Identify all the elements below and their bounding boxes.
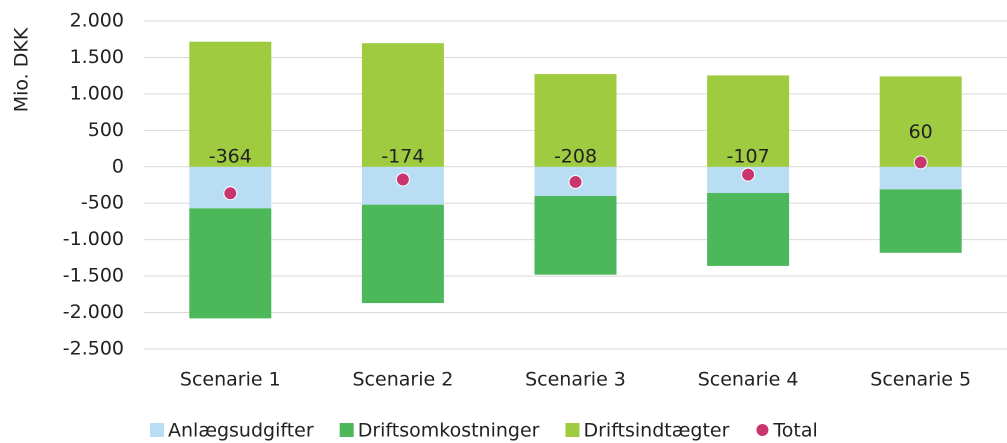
y-tick-label: -2.000 [63, 301, 124, 323]
y-tick-label: -500 [81, 192, 124, 214]
bar-segment [879, 166, 962, 190]
bar-segment [361, 204, 444, 304]
bar-segment [879, 76, 962, 167]
x-tick-label: Scenarie 3 [525, 369, 626, 391]
y-axis-label: Mio. DKK [11, 27, 33, 112]
y-tick-label: -1.000 [63, 228, 124, 250]
bar-segment [189, 208, 272, 319]
legend-swatch [150, 423, 164, 437]
bar-segment [189, 41, 272, 167]
y-tick-label: -2.500 [63, 338, 124, 360]
legend-marker [756, 424, 769, 436]
y-tick-label: 500 [88, 119, 124, 141]
legend-label: Anlægsudgifter [168, 420, 314, 442]
y-tick-label: -1.500 [63, 265, 124, 287]
x-tick-label: Scenarie 5 [870, 369, 971, 391]
y-tick-label: 1.000 [70, 82, 124, 104]
data-label: -107 [727, 145, 770, 167]
x-tick-label: Scenarie 2 [353, 369, 454, 391]
x-tick-label: Scenarie 1 [180, 369, 281, 391]
y-tick-label: 1.500 [70, 46, 124, 68]
total-point [568, 174, 583, 189]
bar-segment [707, 75, 790, 167]
data-label: 60 [909, 121, 933, 143]
legend-label: Driftsindtægter [583, 420, 729, 442]
legend-label: Driftsomkostninger [358, 420, 540, 442]
data-label: -208 [554, 145, 597, 167]
bar-segment [534, 74, 617, 167]
bar-segment [879, 189, 962, 253]
legend-swatch [565, 423, 580, 437]
x-tick-label: Scenarie 4 [698, 369, 799, 391]
data-label: -364 [209, 145, 252, 167]
legend-swatch [339, 423, 354, 437]
total-point [223, 186, 238, 201]
total-point [395, 172, 410, 187]
y-tick-label: 0 [112, 155, 124, 177]
total-point [913, 155, 928, 170]
data-label: -174 [381, 145, 424, 167]
bar-segment [534, 195, 617, 275]
total-point [741, 167, 756, 182]
y-tick-label: 2.000 [70, 10, 124, 32]
bar-segment [361, 43, 444, 167]
legend-label: Total [772, 420, 817, 442]
bar-segment [707, 193, 790, 266]
